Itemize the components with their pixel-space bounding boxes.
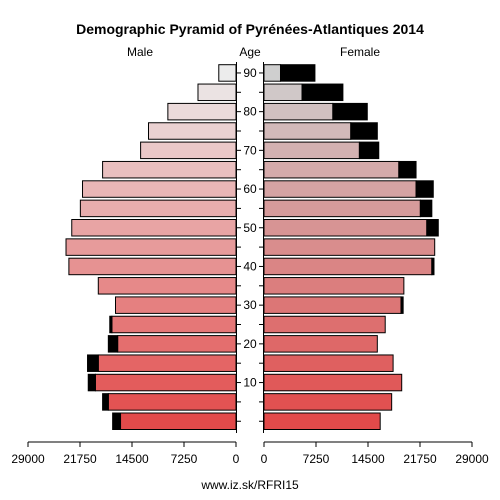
- chart-title: Demographic Pyramid of Pyrénées-Atlantiq…: [76, 21, 424, 37]
- male-x-tick-label: 29000: [11, 452, 45, 466]
- female-bar: [263, 199, 421, 218]
- male-excess-bar: [87, 373, 96, 392]
- female-excess-bar: [419, 199, 433, 218]
- female-excess-bar: [431, 257, 435, 276]
- female-bar: [263, 296, 402, 314]
- female-bar: [263, 102, 334, 121]
- age-header: Age: [239, 45, 261, 59]
- male-bar: [111, 315, 237, 334]
- female-excess-bar: [358, 141, 380, 160]
- male-bar: [65, 238, 237, 256]
- female-excess-bar: [426, 219, 439, 237]
- age-tick-label: 10: [243, 376, 257, 390]
- male-bar: [71, 219, 237, 237]
- age-tick-label: 30: [243, 298, 257, 312]
- male-x-tick-label: 21750: [63, 452, 97, 466]
- female-bar: [263, 393, 393, 411]
- female-bar: [263, 141, 360, 160]
- source-footer: www.iz.sk/RFRI15: [200, 478, 299, 492]
- male-bar: [167, 102, 237, 121]
- female-bar: [263, 412, 381, 430]
- male-bar: [107, 393, 237, 411]
- age-tick-label: 60: [243, 182, 257, 196]
- male-excess-bar: [109, 315, 113, 334]
- male-excess-bar: [102, 393, 109, 411]
- female-x-tick-label: 7250: [303, 452, 330, 466]
- male-excess-bar: [112, 412, 122, 430]
- age-tick-label: 70: [243, 143, 257, 157]
- male-bar: [197, 83, 237, 102]
- female-bar: [263, 277, 405, 295]
- female-bar: [263, 180, 417, 198]
- age-tick-label: 80: [243, 105, 257, 119]
- age-tick-label: 90: [243, 66, 257, 80]
- female-bar: [263, 315, 386, 334]
- female-x-tick-label: 0: [261, 452, 268, 466]
- female-bar: [263, 257, 433, 276]
- male-bar: [79, 199, 237, 218]
- male-excess-bar: [87, 354, 99, 372]
- female-bar: [263, 335, 378, 353]
- female-x-tick-label: 14500: [351, 452, 385, 466]
- female-excess-bar: [415, 180, 434, 198]
- female-bar: [263, 373, 403, 392]
- female-bar: [263, 354, 394, 372]
- female-excess-bar: [398, 160, 417, 179]
- male-bar: [102, 160, 237, 179]
- male-x-tick-label: 0: [233, 452, 240, 466]
- male-bar: [115, 296, 237, 314]
- male-bar: [97, 354, 237, 372]
- age-tick-label: 40: [243, 259, 257, 273]
- male-bar: [94, 373, 237, 392]
- female-excess-bar: [301, 83, 344, 102]
- female-bar: [263, 238, 436, 256]
- male-excess-bar: [107, 335, 119, 353]
- male-bar: [120, 412, 237, 430]
- female-bar: [263, 83, 303, 102]
- male-header: Male: [127, 45, 153, 59]
- female-excess-bar: [350, 122, 378, 140]
- male-bar: [97, 277, 237, 295]
- male-x-tick-label: 14500: [115, 452, 149, 466]
- male-bar: [68, 257, 237, 276]
- plot-area: 10 20 30 40 50 60 70 80 90 29000 21750 14500 7250 0 0 7…: [11, 62, 489, 466]
- age-tick-label: 50: [243, 221, 257, 235]
- female-x-tick-label: 29000: [455, 452, 489, 466]
- female-bar: [263, 64, 281, 82]
- male-bar: [218, 64, 237, 82]
- female-excess-bar: [279, 64, 316, 82]
- age-tick-label: 20: [243, 337, 257, 351]
- male-bar: [140, 141, 237, 160]
- male-bar: [147, 122, 237, 140]
- female-bar: [263, 122, 352, 140]
- male-bar: [117, 335, 237, 353]
- male-x-tick-label: 7250: [171, 452, 198, 466]
- female-bar: [263, 219, 428, 237]
- female-excess-bar: [332, 102, 368, 121]
- female-bar: [263, 160, 400, 179]
- male-bar: [82, 180, 237, 198]
- female-x-tick-label: 21750: [403, 452, 437, 466]
- female-header: Female: [340, 45, 380, 59]
- female-excess-bar: [400, 296, 404, 314]
